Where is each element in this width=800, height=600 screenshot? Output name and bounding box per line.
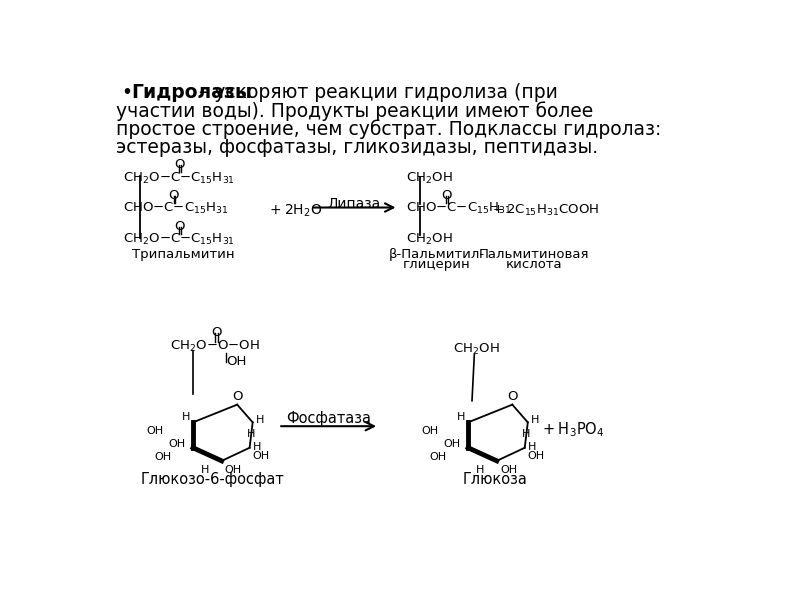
- Text: O: O: [174, 158, 184, 171]
- Text: OH: OH: [500, 466, 517, 475]
- Text: O: O: [441, 189, 452, 202]
- Text: OH: OH: [253, 451, 270, 461]
- Text: $\rm CH_2O{-}C{-}C_{15}H_{31}$: $\rm CH_2O{-}C{-}C_{15}H_{31}$: [123, 232, 235, 247]
- Text: O: O: [174, 220, 184, 233]
- Text: Липаза: Липаза: [328, 197, 382, 211]
- Text: $\rm + 2H_2O$: $\rm + 2H_2O$: [266, 203, 322, 219]
- Text: $\rm CH_2O{-}C{-}C_{15}H_{31}$: $\rm CH_2O{-}C{-}C_{15}H_{31}$: [123, 170, 235, 185]
- Text: Пальмитиновая: Пальмитиновая: [478, 248, 590, 260]
- Text: β-Пальмитил-: β-Пальмитил-: [389, 248, 485, 260]
- Text: O: O: [507, 390, 518, 403]
- Text: H: H: [457, 412, 465, 422]
- Text: эстеразы, фосфатазы, гликозидазы, пептидазы.: эстеразы, фосфатазы, гликозидазы, пептид…: [115, 138, 598, 157]
- Text: Глюкозо-6-фосфат: Глюкозо-6-фосфат: [141, 472, 284, 487]
- Text: $\rm CHO{-}C{-}C_{15}H_{31}$: $\rm CHO{-}C{-}C_{15}H_{31}$: [123, 202, 229, 217]
- Text: OH: OH: [154, 452, 171, 463]
- Text: OH: OH: [430, 452, 446, 463]
- Text: Глюкоза: Глюкоза: [463, 472, 528, 487]
- Text: кислота: кислота: [506, 257, 562, 271]
- Text: простое строение, чем субстрат. Подклассы гидролаз:: простое строение, чем субстрат. Подкласс…: [115, 120, 661, 139]
- Text: Фосфатаза: Фосфатаза: [286, 411, 371, 426]
- Text: H: H: [256, 415, 264, 425]
- Text: OH: OH: [226, 355, 246, 368]
- Text: Трипальмитин: Трипальмитин: [132, 248, 235, 260]
- Text: OH: OH: [225, 466, 242, 475]
- Text: H: H: [247, 428, 255, 439]
- Text: $\rm CHO{-}C{-}C_{15}H_{31}$: $\rm CHO{-}C{-}C_{15}H_{31}$: [406, 202, 512, 217]
- Text: H: H: [528, 442, 536, 452]
- Text: OH: OH: [168, 439, 186, 449]
- Text: $\rm + 2C_{15}H_{31}COOH$: $\rm + 2C_{15}H_{31}COOH$: [490, 203, 599, 218]
- Text: O: O: [232, 390, 242, 403]
- Text: OH: OH: [422, 426, 438, 436]
- Text: $\rm CH_2OH$: $\rm CH_2OH$: [406, 170, 453, 185]
- Text: $\rm CH_2OH$: $\rm CH_2OH$: [406, 232, 453, 247]
- Text: O: O: [168, 189, 179, 202]
- Text: •: •: [122, 83, 133, 102]
- Text: H: H: [531, 415, 539, 425]
- Text: O: O: [211, 326, 222, 339]
- Text: H: H: [476, 466, 485, 475]
- Text: H: H: [201, 466, 210, 475]
- Text: H: H: [522, 428, 530, 439]
- Text: глицерин: глицерин: [403, 257, 471, 271]
- Text: H: H: [253, 442, 261, 452]
- Text: $\rm + H_3PO_4$: $\rm + H_3PO_4$: [540, 421, 605, 439]
- Text: $\rm CH_2OH$: $\rm CH_2OH$: [453, 341, 499, 356]
- Text: OH: OH: [146, 426, 164, 436]
- Text: H: H: [182, 412, 190, 422]
- Text: – ускоряют реакции гидролиза (при: – ускоряют реакции гидролиза (при: [193, 83, 558, 102]
- Text: $\rm CH_2O{-}O{-}OH$: $\rm CH_2O{-}O{-}OH$: [170, 338, 259, 353]
- Text: участии воды). Продукты реакции имеют более: участии воды). Продукты реакции имеют бо…: [115, 101, 593, 121]
- Text: OH: OH: [528, 451, 545, 461]
- Text: OH: OH: [443, 439, 460, 449]
- Text: Гидролазы: Гидролазы: [131, 83, 252, 102]
